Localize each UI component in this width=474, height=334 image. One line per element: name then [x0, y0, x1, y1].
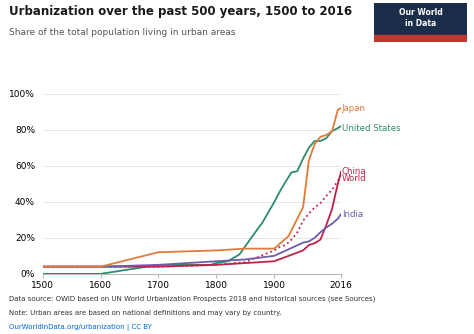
Text: Japan: Japan [342, 104, 366, 113]
Text: United States: United States [342, 124, 401, 133]
Text: China: China [342, 167, 366, 176]
Text: Note: Urban areas are based on national definitions and may vary by country.: Note: Urban areas are based on national … [9, 310, 282, 316]
Bar [374, 35, 467, 42]
Text: World: World [342, 174, 366, 183]
Text: India: India [342, 210, 363, 219]
Text: Share of the total population living in urban areas: Share of the total population living in … [9, 28, 236, 37]
Text: Urbanization over the past 500 years, 1500 to 2016: Urbanization over the past 500 years, 15… [9, 5, 353, 18]
Text: Data source: OWID based on UN World Urbanization Prospects 2018 and historical s: Data source: OWID based on UN World Urba… [9, 296, 376, 302]
Text: OurWorldInData.org/urbanization | CC BY: OurWorldInData.org/urbanization | CC BY [9, 324, 152, 331]
Text: Our World
in Data: Our World in Data [399, 8, 443, 28]
